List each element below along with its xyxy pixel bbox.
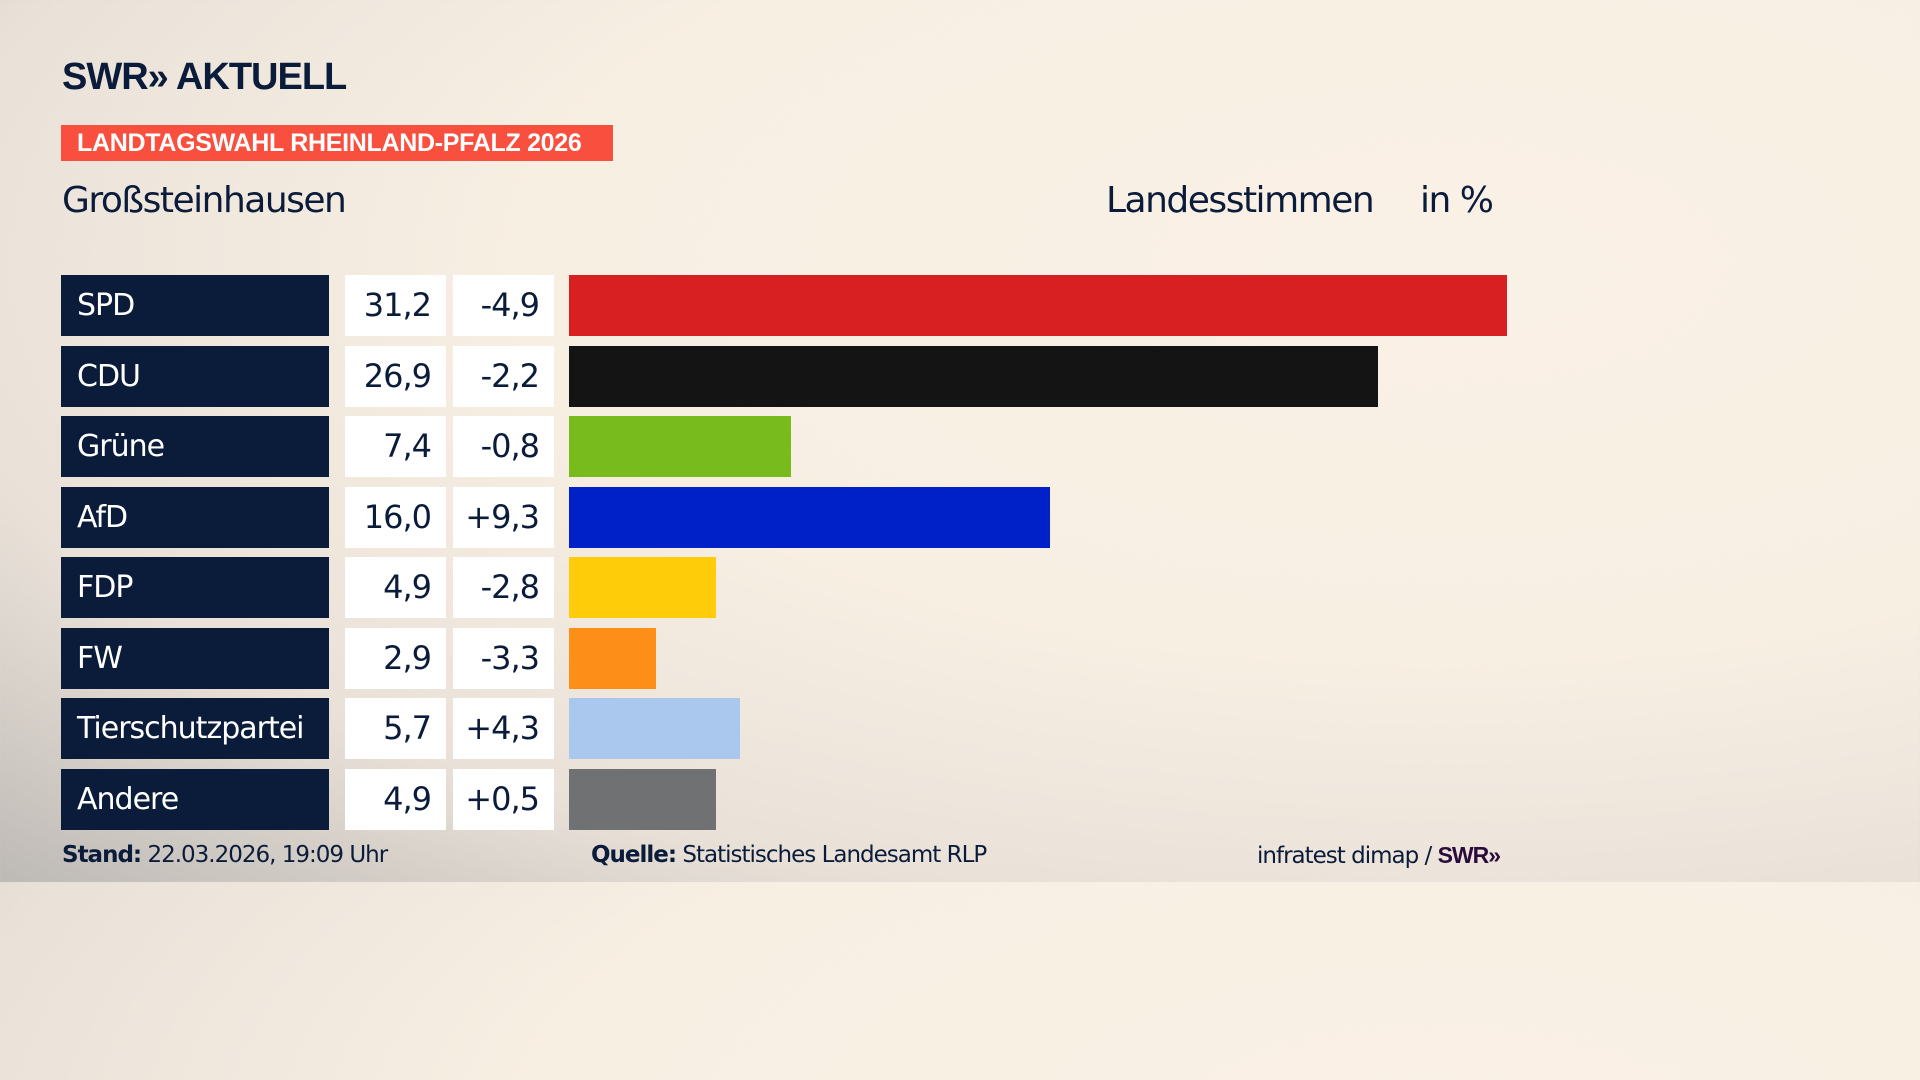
bar: [569, 275, 1507, 336]
value-label: 5,7: [345, 698, 446, 759]
unit-label: in %: [1420, 180, 1494, 221]
change-label: +0,5: [453, 768, 554, 830]
stand-label: Stand:: [62, 842, 142, 868]
party-label: SPD: [61, 275, 329, 336]
value-label: 16,0: [345, 486, 446, 548]
bar: [569, 557, 717, 618]
change-label: -3,3: [453, 627, 554, 689]
stand: Stand: 22.03.2026, 19:09 Uhr: [62, 842, 388, 868]
swr-logo: SWR»: [1437, 842, 1501, 868]
party-label: FDP: [61, 557, 329, 618]
credit-text: infratest dimap /: [1257, 843, 1432, 869]
bar: [569, 486, 1051, 548]
party-label: Andere: [61, 768, 329, 830]
stand-value: 22.03.2026, 19:09 Uhr: [147, 842, 388, 868]
election-badge: LANDTAGSWAHL RHEINLAND-PFALZ 2026: [61, 125, 613, 161]
place-title: Großsteinhausen: [62, 180, 347, 221]
swr-aktuell-logo: SWR» AKTUELL: [62, 56, 347, 98]
bar: [569, 698, 741, 759]
measure-label: Landesstimmen: [1106, 180, 1375, 221]
source-value: Statistisches Landesamt RLP: [682, 842, 987, 868]
value-label: 2,9: [345, 627, 446, 689]
bar: [569, 345, 1378, 407]
value-label: 31,2: [345, 275, 446, 336]
party-label: Tierschutzpartei: [61, 698, 329, 759]
bar: [569, 768, 717, 830]
value-label: 4,9: [345, 557, 446, 618]
value-label: 4,9: [345, 768, 446, 830]
value-label: 7,4: [345, 416, 446, 477]
change-label: -2,2: [453, 345, 554, 407]
change-label: -2,8: [453, 557, 554, 618]
party-label: AfD: [61, 486, 329, 548]
party-label: CDU: [61, 345, 329, 407]
change-label: -0,8: [453, 416, 554, 477]
value-label: 26,9: [345, 345, 446, 407]
bar: [569, 416, 792, 477]
change-label: +9,3: [453, 486, 554, 548]
change-label: -4,9: [453, 275, 554, 336]
party-label: Grüne: [61, 416, 329, 477]
credit: infratest dimap / SWR»: [1257, 842, 1501, 869]
source-label: Quelle:: [591, 842, 677, 868]
party-label: FW: [61, 627, 329, 689]
bar: [569, 627, 657, 689]
source: Quelle: Statistisches Landesamt RLP: [591, 842, 987, 868]
change-label: +4,3: [453, 698, 554, 759]
